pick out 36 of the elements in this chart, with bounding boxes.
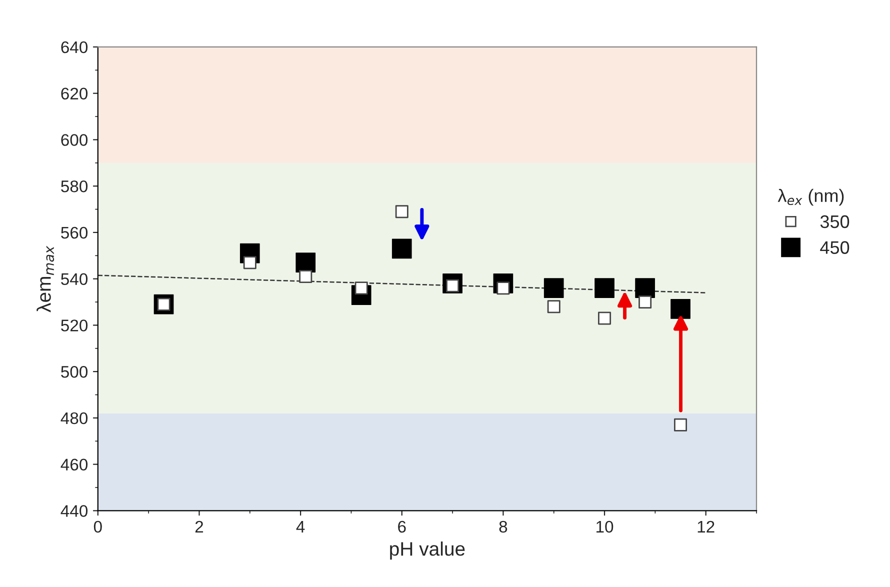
point (638, 296, 652, 309)
point (635, 278, 655, 298)
y-tick-label: 500 (61, 366, 88, 378)
point (598, 312, 612, 325)
point (544, 278, 564, 298)
y-tick-label: 580 (61, 180, 88, 192)
x-tick-label: 6 (398, 520, 406, 533)
y-tick-label: 480 (60, 412, 88, 424)
point (392, 238, 412, 259)
legend-title: λ$_{ex}$ (nm) (778, 188, 844, 206)
legend-label: 450 (820, 241, 850, 254)
point (395, 205, 408, 218)
x-tick-label: 8 (499, 520, 508, 533)
y-tick-label: 460 (60, 458, 88, 471)
y-tick-label: 540 (61, 273, 88, 286)
legend-label: 350 (820, 215, 850, 228)
y-tick-label: 560 (61, 226, 88, 239)
x-tick-label: 0 (94, 520, 102, 533)
point (299, 270, 312, 284)
y-tick-label: 620 (61, 88, 88, 100)
point (670, 299, 690, 319)
point (594, 278, 614, 298)
point (243, 256, 256, 270)
x-tick-label: 10 (596, 520, 614, 533)
x-axis-title: pH value (390, 542, 465, 560)
y-tick-label: 600 (61, 134, 88, 146)
y-tick-label: 520 (61, 320, 88, 332)
point (296, 252, 316, 273)
x-tick-label: 4 (296, 521, 305, 532)
x-tick-label: 2 (195, 520, 204, 532)
y-tick-label: 640 (61, 41, 88, 54)
point (547, 300, 560, 314)
y-axis-title: λem$_{max}$ (36, 246, 54, 312)
point (674, 418, 688, 432)
x-tick-label: 12 (698, 520, 714, 532)
y-tick-label: 440 (60, 505, 88, 517)
